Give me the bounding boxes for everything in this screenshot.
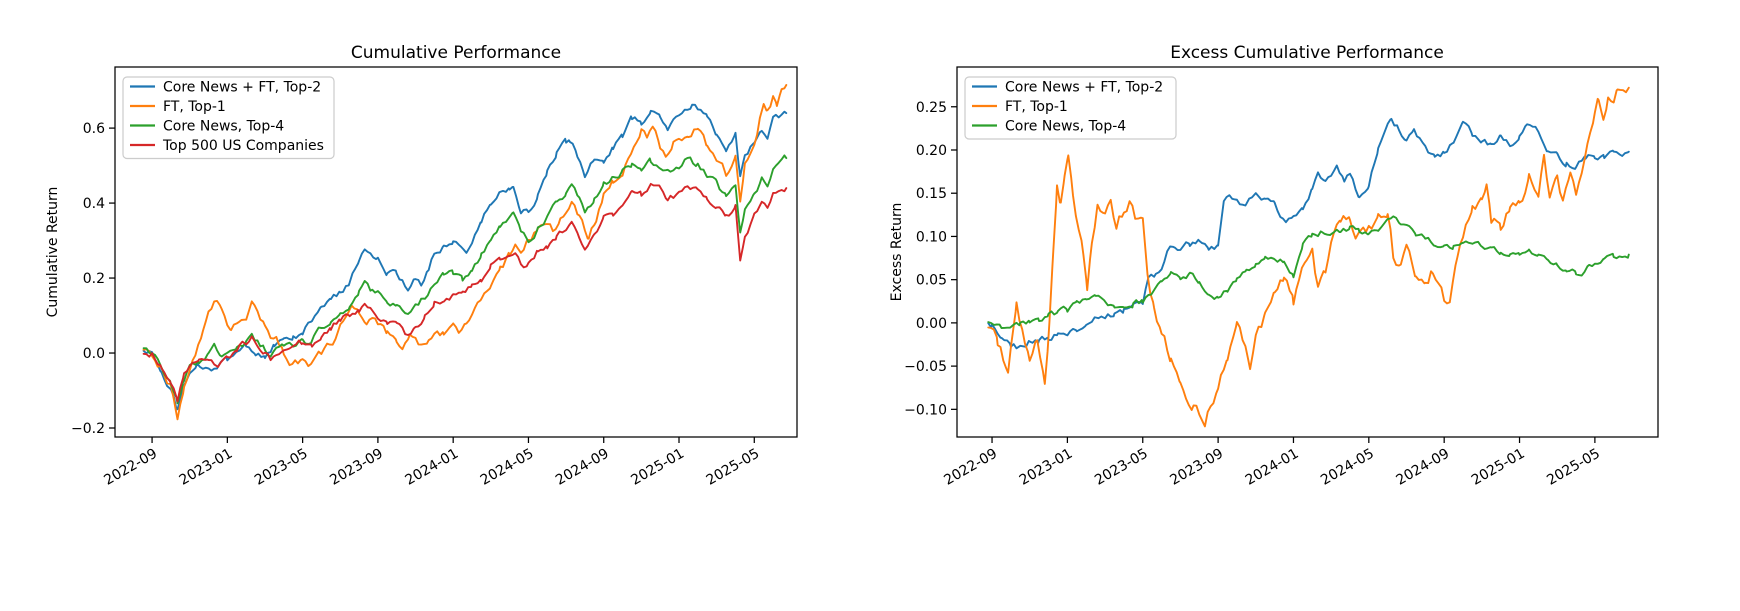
legend-frame: [122, 76, 335, 160]
legend-label: FT, Top-1: [1005, 99, 1068, 115]
x-tick-label: 2024-09: [1394, 446, 1453, 489]
right-chart-ylabel: Excess Return: [889, 203, 905, 302]
x-tick-label: 2023-01: [1017, 446, 1076, 489]
legend-label: Top 500 US Companies: [162, 138, 324, 154]
y-tick-label: 0.4: [83, 196, 105, 212]
series-line-core-news-top-4: [142, 154, 788, 405]
y-tick-label: −0.2: [71, 421, 105, 437]
right-chart-title: Excess Cumulative Performance: [1170, 43, 1444, 63]
y-tick-label: 0.00: [916, 316, 947, 332]
y-tick-label: −0.10: [904, 402, 947, 418]
x-tick-label: 2024-01: [403, 446, 462, 489]
y-tick-label: 0.0: [83, 346, 105, 362]
y-tick-label: 0.20: [916, 143, 947, 159]
x-tick-label: 2023-01: [177, 446, 236, 489]
axis-ticks: 2022-09 2023-01 2023-05 2023-09 2024-01 2024-…: [904, 100, 1603, 489]
x-tick-label: 2022-09: [941, 446, 1000, 489]
axes-spines: [114, 66, 798, 438]
legend: Core News + FT, Top-2 FT, Top-1 Core News,…: [964, 76, 1177, 140]
x-tick-label: 2024-09: [553, 446, 612, 489]
series-group: [142, 84, 788, 421]
legend-label: Core News, Top-4: [163, 119, 284, 135]
series-line-ft-top-1: [142, 84, 788, 421]
axes-spines: [956, 66, 1659, 438]
x-tick-label: 2022-09: [101, 446, 160, 489]
y-tick-label: −0.05: [904, 359, 947, 375]
y-tick-label: 0.6: [83, 121, 105, 137]
x-tick-label: 2024-05: [478, 446, 537, 489]
x-tick-label: 2024-05: [1318, 446, 1377, 489]
x-tick-label: 2025-01: [628, 446, 687, 489]
series-line-core-news-ft-top-2: [987, 117, 1630, 350]
series-line-ft-top-1: [987, 86, 1630, 428]
y-tick-label: 0.25: [916, 100, 947, 116]
y-tick-label: 0.15: [916, 186, 947, 202]
series-line-top-500-us-companies: [142, 182, 788, 403]
legend-label: Core News, Top-4: [1005, 119, 1126, 135]
excess-cumulative-performance-chart: Excess Cumulative Performance Excess Ret…: [889, 43, 1659, 489]
legend-frame: [964, 76, 1177, 140]
y-tick-label: 0.10: [916, 229, 947, 245]
x-tick-label: 2023-05: [252, 446, 311, 489]
y-tick-label: 0.05: [916, 273, 947, 289]
x-tick-label: 2025-05: [704, 446, 763, 489]
x-tick-label: 2025-05: [1544, 446, 1603, 489]
series-group: [987, 86, 1630, 428]
legend: Core News + FT, Top-2 FT, Top-1 Core News,…: [122, 76, 335, 160]
legend-label: Core News + FT, Top-2: [163, 80, 321, 96]
y-tick-label: 0.2: [83, 271, 105, 287]
left-chart-title: Cumulative Performance: [351, 43, 561, 63]
x-tick-label: 2025-01: [1469, 446, 1528, 489]
x-tick-label: 2024-01: [1243, 446, 1302, 489]
x-tick-label: 2023-09: [327, 446, 386, 489]
cumulative-performance-chart: Cumulative Performance Cumulative Return…: [45, 43, 798, 489]
x-tick-label: 2023-05: [1092, 446, 1151, 489]
series-line-core-news-ft-top-2: [142, 103, 788, 411]
left-chart-ylabel: Cumulative Return: [45, 187, 61, 318]
legend-label: FT, Top-1: [163, 99, 226, 115]
legend-label: Core News + FT, Top-2: [1005, 80, 1163, 96]
x-tick-label: 2023-09: [1167, 446, 1226, 489]
series-line-core-news-top-4: [987, 215, 1630, 329]
